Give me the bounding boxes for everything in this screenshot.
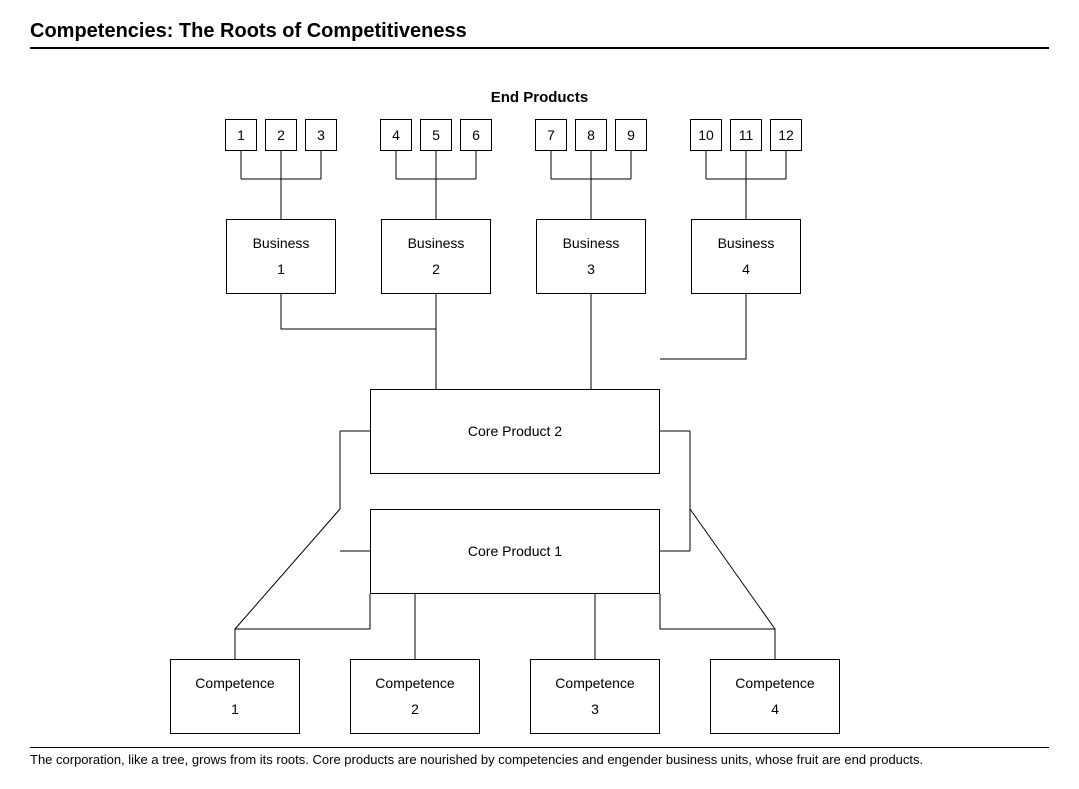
end-product-6-label: 6 [472,128,480,142]
end-product-8-label: 8 [587,128,595,142]
end-product-8: 8 [575,119,607,151]
end-product-10-label: 10 [698,128,714,142]
bottom-rule [30,747,1049,748]
end-product-12-label: 12 [778,128,794,142]
title-rule [30,47,1049,49]
cp2: Core Product 2 [370,389,660,474]
competence-1-label: 1 [231,697,239,722]
end-product-9: 9 [615,119,647,151]
competence-3: Competence3 [530,659,660,734]
competence-1-label: Competence [195,671,274,696]
end-product-7-label: 7 [547,128,555,142]
end-product-12: 12 [770,119,802,151]
end-product-3: 3 [305,119,337,151]
business-3-label: Business [563,231,620,256]
cp1-label: Core Product 1 [468,539,562,564]
end-product-10: 10 [690,119,722,151]
end-product-1: 1 [225,119,257,151]
competence-4: Competence4 [710,659,840,734]
end-product-2: 2 [265,119,297,151]
competence-4-label: Competence [735,671,814,696]
competence-3-label: Competence [555,671,634,696]
business-4: Business4 [691,219,801,294]
end-product-4: 4 [380,119,412,151]
business-2-label: 2 [432,257,440,282]
cp1: Core Product 1 [370,509,660,594]
competence-1: Competence1 [170,659,300,734]
business-4-label: Business [718,231,775,256]
competence-2: Competence2 [350,659,480,734]
competence-2-label: Competence [375,671,454,696]
end-product-9-label: 9 [627,128,635,142]
business-2-label: Business [408,231,465,256]
end-product-5: 5 [420,119,452,151]
business-2: Business2 [381,219,491,294]
end-product-3-label: 3 [317,128,325,142]
end-product-2-label: 2 [277,128,285,142]
end-product-11: 11 [730,119,762,151]
competence-4-label: 4 [771,697,779,722]
end-product-11-label: 11 [739,128,754,142]
end-product-7: 7 [535,119,567,151]
end-product-1-label: 1 [237,128,245,142]
business-3: Business3 [536,219,646,294]
business-3-label: 3 [587,257,595,282]
end-products-label: End Products [30,89,1049,106]
cp2-label: Core Product 2 [468,419,562,444]
business-1-label: Business [253,231,310,256]
end-product-5-label: 5 [432,128,440,142]
business-4-label: 4 [742,257,750,282]
business-1: Business1 [226,219,336,294]
diagram: End Products 123456789101112Business1Bus… [30,59,1049,739]
end-product-4-label: 4 [392,128,400,142]
competence-2-label: 2 [411,697,419,722]
competence-3-label: 3 [591,697,599,722]
end-product-6: 6 [460,119,492,151]
page-title: Competencies: The Roots of Competitivene… [30,20,1049,43]
caption: The corporation, like a tree, grows from… [30,752,1049,769]
business-1-label: 1 [277,257,285,282]
